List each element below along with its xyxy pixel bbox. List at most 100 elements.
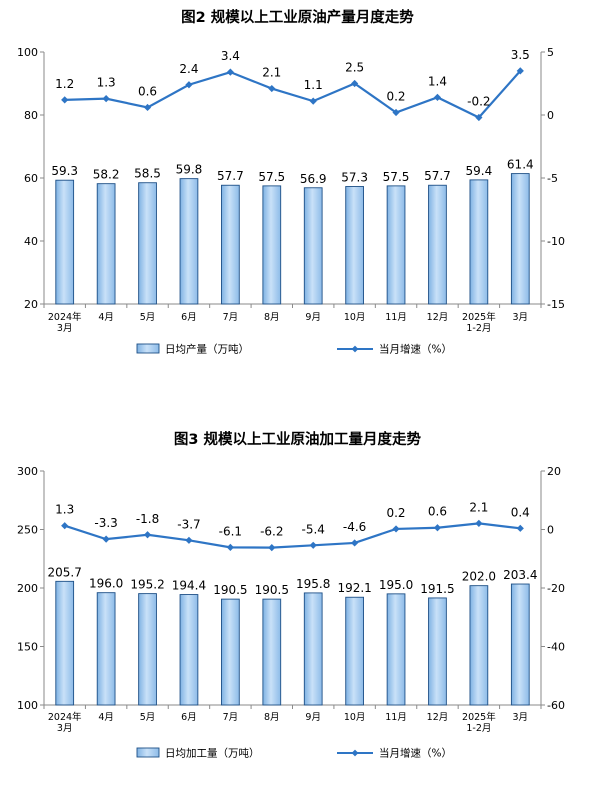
line-value-label: 0.2 [386,506,405,520]
growth-line [64,522,521,549]
bar [221,598,240,706]
line-value-label: -1.8 [136,512,159,526]
right-tick-label: 0 [547,109,554,122]
line-point [61,96,69,104]
line-value-label: 2.1 [469,500,488,514]
bar [469,585,489,706]
left-tick-label: 300 [17,465,38,478]
bar [303,592,323,706]
line-point [61,522,69,530]
bar-value-label: 192.1 [337,581,371,595]
left-tick-label: 200 [17,582,38,595]
bar-value-label: 59.4 [466,164,493,178]
line-point [268,544,276,552]
line-point [268,84,276,93]
line-value-label: 2.4 [179,62,198,76]
line-point [102,535,110,543]
bar [262,185,282,305]
x-category-label: 3月 [513,312,529,323]
line-point [143,531,152,539]
legend-bar-swatch [136,747,160,758]
line-value-label: -6.1 [219,524,242,538]
bar [96,592,116,706]
line-value-label: 1.1 [304,78,323,92]
bar [510,173,530,305]
line-point [226,68,234,76]
line-point [516,524,524,532]
left-tick-label: 80 [24,109,38,122]
bar-value-label: 190.5 [255,583,289,597]
line-value-label: -3.3 [94,516,117,530]
line-value-label: -4.6 [343,520,366,534]
bar [138,182,157,305]
x-category-label: 8月 [264,712,280,723]
legend-bar-label: 日均产量（万吨） [165,343,249,356]
line-value-label: 0.6 [428,505,447,519]
line-value-label: 1.3 [97,76,116,90]
line-value-label: 1.3 [55,503,74,517]
line-point [185,81,193,89]
line-value-label: 2.1 [262,66,281,80]
bar [138,593,157,706]
bar-value-label: 195.8 [296,577,330,591]
legend-line-label: 当月增速（%） [379,747,452,760]
line-value-label: -3.7 [177,517,200,531]
bar [428,184,447,305]
bar-value-label: 58.2 [93,168,120,182]
bar-value-label: 57.7 [424,169,451,183]
right-tick-label: 20 [547,465,561,478]
x-category-label: 3月 [513,712,529,723]
x-category-label: 5月 [140,312,156,323]
x-category-label: 9月 [305,312,321,323]
line-value-label: 0.2 [386,89,405,103]
bar [386,185,406,305]
line-point [185,536,193,544]
legend-line-label: 当月增速（%） [379,343,452,356]
legend-line-marker [351,749,359,757]
bar-value-label: 61.4 [507,158,534,172]
left-tick-label: 60 [24,172,38,185]
x-category-label: 7月 [223,712,239,723]
right-tick-label: -20 [547,582,565,595]
legend-bar-label: 日均加工量（万吨） [165,747,260,760]
line-point [475,519,483,527]
line-point [143,103,152,112]
bar [221,184,240,305]
bar [469,179,489,305]
bar [303,187,323,305]
x-category-label: 10月 [344,712,366,723]
growth-line [64,70,522,119]
line-value-label: -6.2 [260,525,283,539]
line-value-label: -5.4 [301,522,324,536]
x-category-label: 12月 [427,712,449,723]
legend-bar-swatch [136,343,160,354]
line-point [392,108,400,117]
x-category-label: 8月 [264,312,280,323]
bar-value-label: 190.5 [213,583,247,597]
line-point [392,525,400,533]
bar-value-label: 195.0 [379,578,413,592]
right-tick-label: -40 [547,641,565,654]
bar-value-label: 59.8 [176,163,203,177]
left-tick-label: 150 [17,641,38,654]
x-category-label: 2024年 3月 [48,711,82,734]
bar-value-label: 58.5 [134,167,161,181]
bar-value-label: 205.7 [48,565,82,579]
bar-value-label: 57.5 [383,170,410,184]
bar [345,596,364,706]
x-category-label: 4月 [98,312,114,323]
right-tick-label: -60 [547,699,565,712]
right-tick-label: -5 [547,172,558,185]
line-point [433,93,442,101]
line-point [433,524,442,532]
x-category-label: 11月 [385,712,407,723]
x-category-label: 7月 [223,312,239,323]
bar-value-label: 57.5 [258,170,285,184]
line-point [309,541,317,549]
line-point [351,79,359,88]
bar [345,186,364,305]
x-category-label: 11月 [385,312,407,323]
bar [386,593,406,706]
bar-value-label: 57.7 [217,169,244,183]
